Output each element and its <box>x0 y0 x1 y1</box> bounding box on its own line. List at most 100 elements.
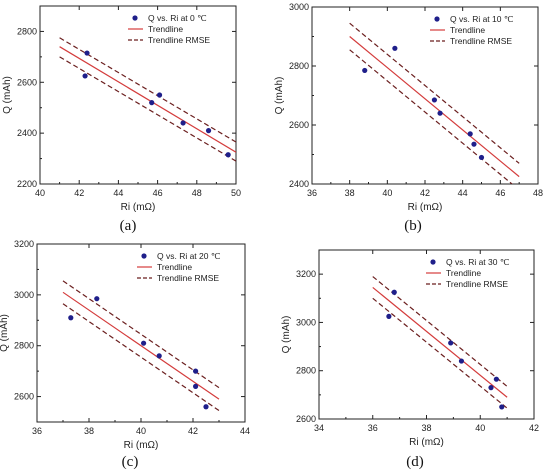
panel-label: (d) <box>406 454 424 470</box>
legend-label-rmse: Trendline RMSE <box>446 279 508 289</box>
x-tick-label: 40 <box>136 426 146 436</box>
x-tick-label: 50 <box>231 188 241 198</box>
y-tick-label: 2800 <box>296 366 316 376</box>
data-point <box>225 152 231 158</box>
x-tick-label: 38 <box>421 423 431 433</box>
legend-label-trendline: Trendline <box>157 262 192 272</box>
trendline <box>349 36 520 178</box>
data-point <box>156 353 162 359</box>
trendline-rmse-upper <box>372 276 508 387</box>
legend-marker-points <box>430 259 436 265</box>
data-point <box>392 45 398 51</box>
panel-label: (c) <box>122 454 139 470</box>
y-axis-label: Q (mAh) <box>281 316 292 354</box>
data-point <box>203 404 209 410</box>
x-tick-label: 42 <box>420 188 430 198</box>
y-tick-label: 2200 <box>17 179 37 189</box>
data-point <box>68 315 74 321</box>
data-point <box>493 376 499 382</box>
data-point <box>431 97 438 103</box>
data-point <box>362 67 368 74</box>
data-point <box>156 92 163 98</box>
data-point <box>386 313 392 319</box>
trendline <box>62 291 220 400</box>
x-tick-label: 38 <box>84 426 94 436</box>
trendline-rmse-lower <box>62 303 220 412</box>
x-tick-label: 40 <box>382 188 392 198</box>
x-tick-label: 42 <box>529 423 539 433</box>
y-tick-label: 2400 <box>289 179 309 189</box>
y-tick-label: 3000 <box>14 290 34 300</box>
y-tick-label: 2600 <box>14 392 34 402</box>
legend-label-trendline: Trendline <box>450 25 485 35</box>
data-point <box>499 404 505 410</box>
data-point <box>467 131 473 137</box>
x-tick-label: 44 <box>240 426 250 436</box>
x-tick-label: 38 <box>345 188 355 198</box>
data-point <box>94 296 100 302</box>
plot-frame <box>311 6 539 185</box>
x-tick-label: 36 <box>307 188 317 198</box>
trendline-rmse-lower <box>59 56 236 162</box>
legend-label-trendline: Trendline <box>446 268 481 278</box>
x-tick-label: 36 <box>368 423 378 433</box>
trendline <box>372 286 508 398</box>
x-tick-label: 48 <box>533 188 543 198</box>
x-tick-label: 40 <box>35 188 45 198</box>
series-lines <box>59 37 236 162</box>
data-point <box>141 340 147 346</box>
x-tick-label: 40 <box>475 423 485 433</box>
legend-label-points: Q vs. Ri at 30 ℃ <box>446 257 510 267</box>
x-tick-label: 36 <box>32 426 42 436</box>
data-point <box>193 383 199 389</box>
chart-panel-3: 36 38 40 42 44 2600 2800 3000 3200 Ri (mΩ) Q (mAh)… <box>0 239 250 470</box>
data-point <box>458 358 465 364</box>
panel-label: (b) <box>404 218 422 234</box>
x-tick-label: 46 <box>495 188 505 198</box>
trendline-rmse-upper <box>59 37 236 143</box>
series-lines <box>62 280 220 412</box>
y-tick-label: 2600 <box>17 77 37 87</box>
y-axis-label: Q (mAh) <box>0 314 10 352</box>
x-axis-label: Ri (mΩ) <box>121 202 156 213</box>
series-lines <box>349 22 520 184</box>
y-tick-label: 3200 <box>296 269 316 279</box>
chart-panel-2: 36 38 40 42 44 46 48 2400 2600 2800 3000 Ri (mΩ) Q (… <box>274 2 543 234</box>
x-tick-label: 46 <box>153 188 163 198</box>
y-tick-label: 3000 <box>289 2 309 12</box>
chart-panel-4: 34 36 38 40 42 2600 2800 3000 3200 Ri (mΩ) Q (mAh)… <box>281 249 539 470</box>
legend-marker-points <box>132 15 138 21</box>
data-point <box>180 120 186 126</box>
legend-label-points: Q vs. Ri at 10 ℃ <box>450 14 514 24</box>
y-tick-label: 2800 <box>17 26 37 36</box>
x-tick-label: 44 <box>113 188 123 198</box>
data-point <box>488 385 494 391</box>
legend-label-rmse: Trendline RMSE <box>450 36 512 46</box>
legend-marker-points <box>141 253 147 259</box>
legend-label-points: Q vs. Ri at 20 ℃ <box>157 251 221 261</box>
data-point <box>437 110 443 116</box>
x-tick-label: 42 <box>188 426 198 436</box>
x-tick-label: 34 <box>314 423 324 433</box>
data-point <box>84 50 90 56</box>
trendline-rmse-lower <box>372 297 508 409</box>
panel-label: (a) <box>120 218 137 234</box>
x-axis-label: Ri (mΩ) <box>408 202 443 213</box>
data-point <box>478 154 485 161</box>
legend-label-points: Q vs. Ri at 0 ℃ <box>148 13 207 23</box>
y-tick-label: 2800 <box>289 61 309 71</box>
y-tick-label: 2400 <box>17 128 37 138</box>
y-axis-label: Q (mAh) <box>2 76 13 114</box>
data-point <box>193 368 199 374</box>
y-tick-label: 2600 <box>289 120 309 130</box>
data-point <box>448 340 454 346</box>
y-tick-label: 3200 <box>14 239 34 249</box>
trendline-rmse-upper <box>349 22 520 164</box>
data-point <box>391 289 397 295</box>
